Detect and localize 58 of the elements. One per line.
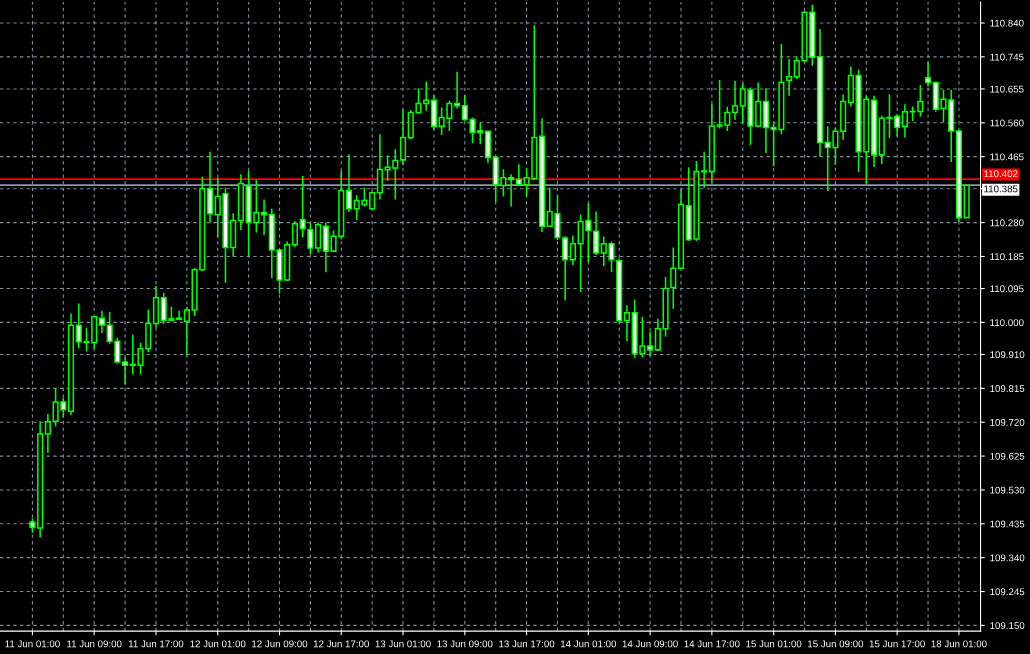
candlestick [260,198,268,236]
y-tick-label: 109.815 [990,385,1025,392]
y-tick-label: 109.720 [990,418,1025,426]
candlestick [623,304,631,343]
candlestick [508,173,515,208]
y-tick-label: 110.745 [990,53,1024,61]
y-tick-label: 109.340 [990,554,1025,562]
y-tick-label: 110.000 [990,319,1024,327]
candlestick [670,246,677,310]
y-tick-label: 110.655 [990,85,1024,93]
candlestick [785,58,793,97]
candlestick [592,210,600,256]
x-tick-label: 15 Jun 17:00 [869,640,925,648]
x-tick-label: 14 Jun 01:00 [560,640,617,648]
x-tick-label: 18 Jun 01:00 [931,640,987,648]
candlestick [453,71,461,110]
x-tick-label: 14 Jun 17:00 [684,640,740,648]
candlestick [399,108,407,166]
x-tick-label: 11 Jun 01:00 [5,640,60,648]
candlestick [569,234,576,266]
x-tick-label: 11 Jun 09:00 [67,640,122,648]
candlestick [315,221,322,254]
y-tick-label: 109.910 [990,351,1025,359]
x-tick-label: 15 Jun 09:00 [808,640,864,648]
x-tick-label: 14 Jun 09:00 [622,640,678,648]
ref-line-label: 110.385 [984,185,1018,193]
y-tick-label: 109.530 [990,486,1025,494]
candlestick [291,220,299,248]
ref-line-label: 110.402 [984,170,1018,178]
x-tick-label: 11 Jun 17:00 [128,640,184,648]
y-tick-label: 109.435 [990,520,1025,528]
candlestick [98,309,105,334]
y-tick-label: 110.840 [990,19,1024,27]
y-tick-label: 110.185 [990,253,1024,261]
candlestick [731,79,739,121]
y-tick-label: 110.465 [990,153,1024,161]
x-tick-label: 12 Jun 01:00 [190,640,246,648]
candlestick [647,330,654,358]
y-tick-label: 110.095 [990,285,1024,293]
candlestick [924,61,932,88]
x-tick-label: 12 Jun 17:00 [313,640,369,648]
x-tick-label: 15 Jun 01:00 [746,640,802,648]
x-tick-label: 12 Jun 09:00 [252,640,308,648]
candlestick [345,153,353,213]
candlestick [376,133,383,201]
candlestick [44,413,51,454]
x-tick-label: 13 Jun 17:00 [499,640,555,648]
x-tick-label: 13 Jun 01:00 [375,640,431,648]
x-tick-label: 13 Jun 09:00 [437,640,493,648]
candlestick [299,175,306,239]
candlestick [307,221,314,256]
y-tick-label: 110.280 [990,219,1024,227]
candlestick [121,356,129,386]
candlestick [901,103,908,139]
y-tick-label: 109.150 [990,622,1025,630]
y-tick-label: 110.560 [990,119,1024,127]
y-tick-label: 109.245 [990,588,1025,596]
y-tick-label: 109.625 [990,452,1025,460]
